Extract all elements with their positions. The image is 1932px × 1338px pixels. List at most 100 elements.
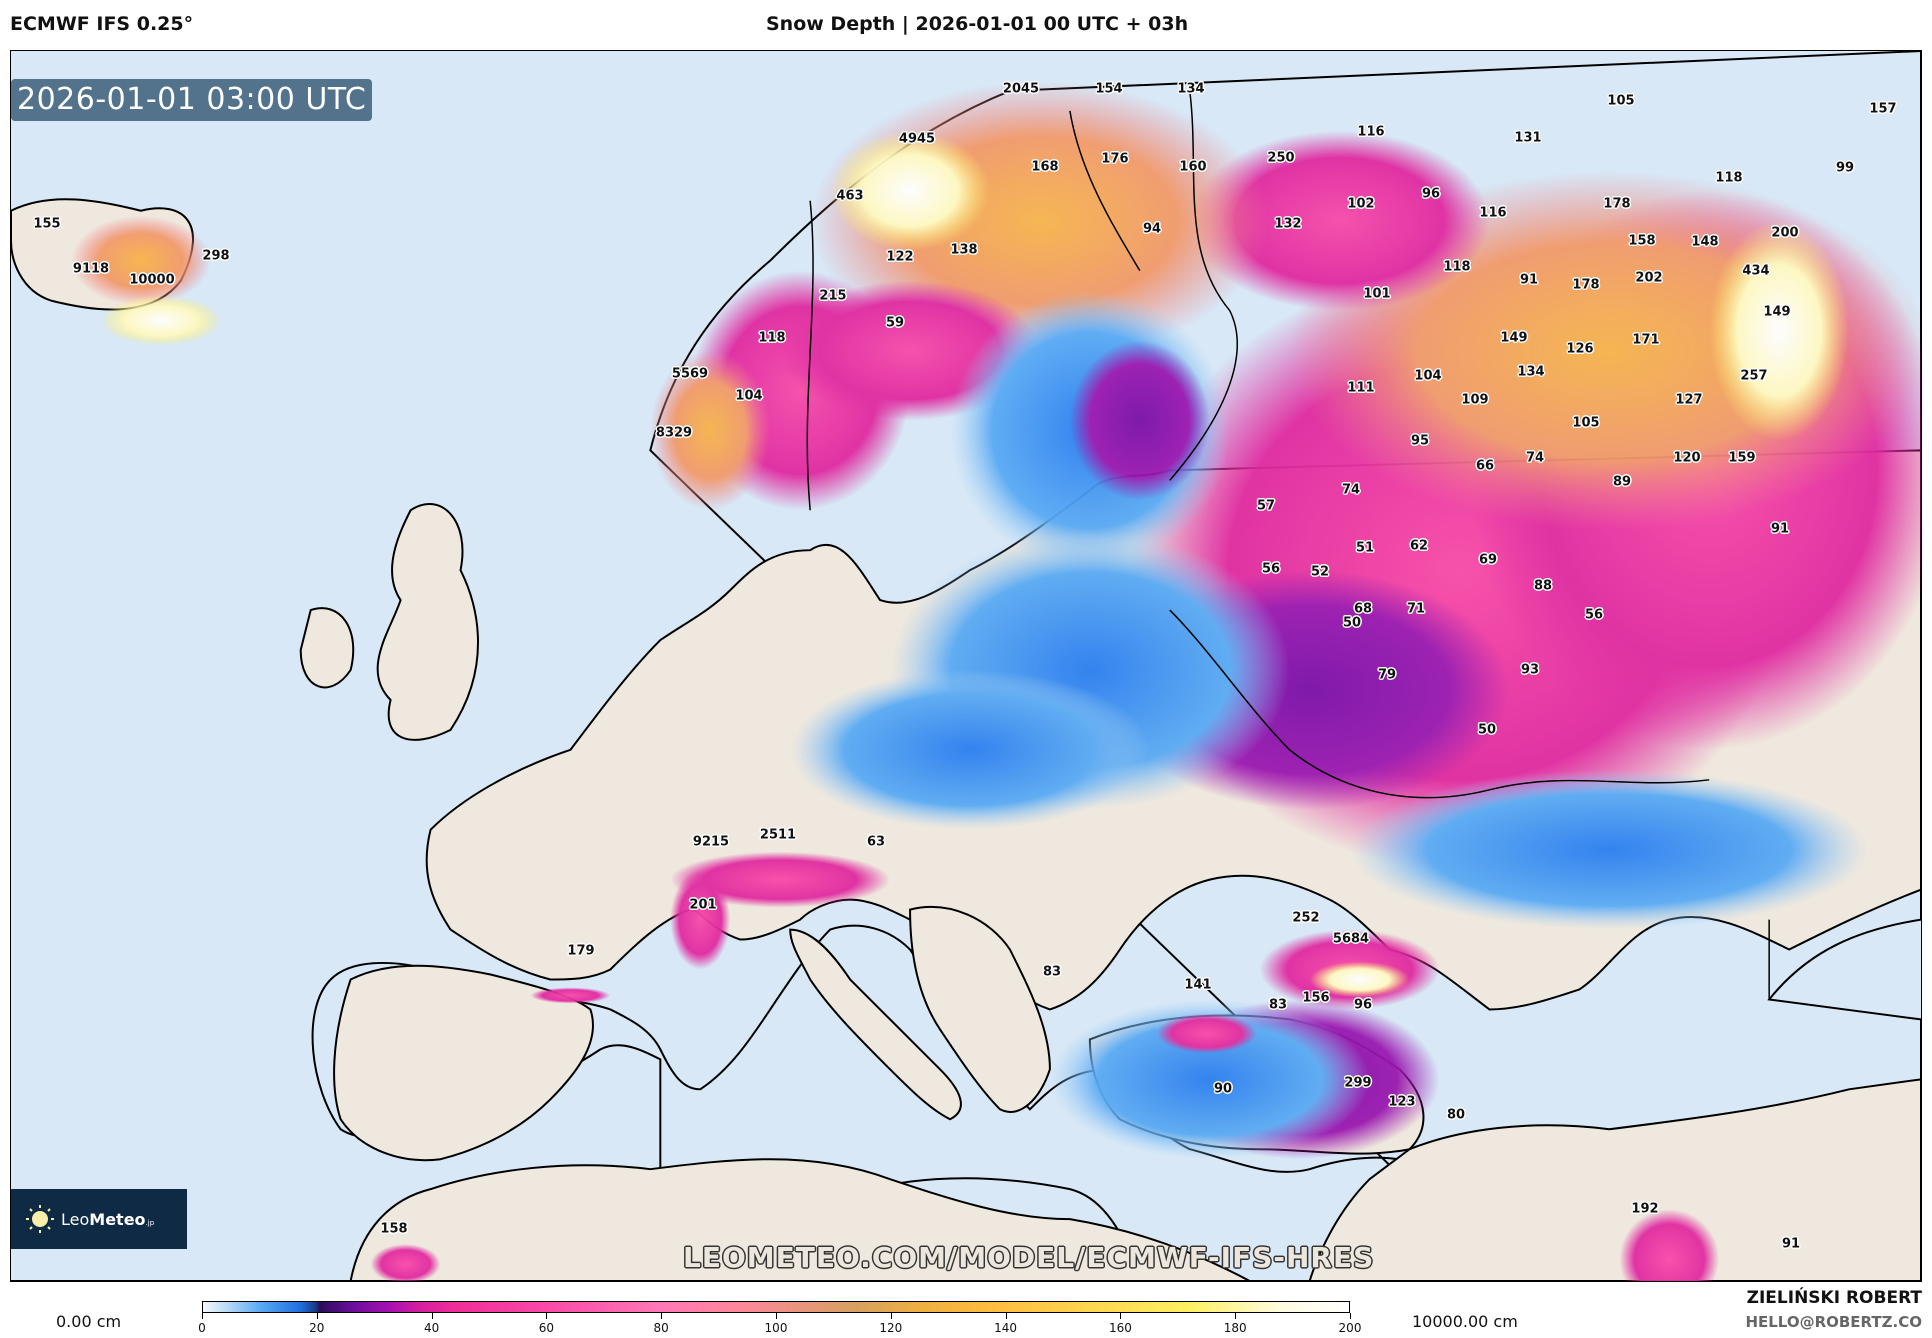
colorbar-min-label: 0.00 cm <box>56 1312 122 1331</box>
map-panel[interactable]: 2026-01-01 03:00 UTC 2045 154 134 105 157 494… <box>10 50 1922 1282</box>
snow-depth-value-label: 299 <box>1344 1075 1372 1091</box>
snow-depth-value-label: 80 <box>1446 1107 1466 1123</box>
colorbar-tick <box>1350 1313 1351 1319</box>
snow-depth-value-label: 2045 <box>1002 81 1040 97</box>
leometeo-logo[interactable]: LeoMeteo.jp <box>11 1189 187 1249</box>
snow-depth-value-label: 104 <box>1414 368 1442 384</box>
snow-depth-value-label: 105 <box>1572 415 1600 431</box>
snow-field-layer <box>70 80 1921 1281</box>
snow-depth-value-label: 63 <box>866 834 886 850</box>
snow-depth-value-label: 52 <box>1310 564 1330 580</box>
colorbar-tick-label: 160 <box>1108 1321 1132 1335</box>
snow-depth-value-label: 141 <box>1184 977 1212 993</box>
snow-depth-value-label: 74 <box>1341 482 1361 498</box>
snow-depth-value-label: 105 <box>1607 93 1635 109</box>
snow-depth-value-label: 83 <box>1042 964 1062 980</box>
colorbar-max-label: 10000.00 cm <box>1412 1312 1518 1331</box>
colorbar <box>202 1301 1350 1313</box>
snow-depth-value-label: 134 <box>1177 81 1205 97</box>
colorbar-tick <box>1120 1313 1122 1319</box>
snow-depth-value-label: 127 <box>1675 392 1703 408</box>
sun-icon <box>26 1205 54 1233</box>
snow-depth-value-label: 178 <box>1603 196 1631 212</box>
snow-depth-value-label: 200 <box>1771 225 1799 241</box>
colorbar-tick-label: 100 <box>764 1321 788 1335</box>
snow-depth-value-label: 102 <box>1347 196 1375 212</box>
snow-depth-value-label: 5684 <box>1332 931 1370 947</box>
colorbar-tick <box>1235 1313 1237 1319</box>
colorbar-tick <box>1005 1313 1007 1319</box>
snow-depth-value-label: 252 <box>1292 910 1320 926</box>
snow-depth-value-label: 57 <box>1256 498 1276 514</box>
snow-depth-value-label: 158 <box>380 1221 408 1237</box>
snow-depth-value-label: 69 <box>1478 552 1498 568</box>
snow-depth-value-label: 131 <box>1514 130 1542 146</box>
snow-depth-value-label: 9215 <box>692 834 730 850</box>
snow-depth-value-label: 149 <box>1763 304 1791 320</box>
snow-depth-value-label: 192 <box>1631 1201 1659 1217</box>
snow-depth-value-label: 138 <box>950 242 978 258</box>
snow-depth-value-label: 176 <box>1101 151 1129 167</box>
snow-depth-value-label: 62 <box>1409 538 1429 554</box>
colorbar-tick-label: 80 <box>653 1321 669 1335</box>
snow-depth-value-label: 171 <box>1632 332 1660 348</box>
snow-depth-value-label: 118 <box>1715 170 1743 186</box>
snow-depth-value-label: 160 <box>1179 159 1207 175</box>
snow-depth-value-label: 120 <box>1673 450 1701 466</box>
colorbar-tick <box>202 1313 203 1319</box>
valid-time-badge: 2026-01-01 03:00 UTC <box>11 79 373 121</box>
snow-depth-value-label: 298 <box>202 248 230 264</box>
snow-depth-value-label: 202 <box>1635 270 1663 286</box>
snow-depth-value-label: 156 <box>1302 990 1330 1006</box>
snow-depth-value-label: 158 <box>1628 233 1656 249</box>
snow-depth-value-label: 56 <box>1584 607 1604 623</box>
snow-depth-value-label: 463 <box>836 188 864 204</box>
snow-depth-value-label: 91 <box>1770 521 1790 537</box>
snow-depth-value-label: 148 <box>1691 234 1719 250</box>
snow-depth-value-label: 91 <box>1781 1236 1801 1252</box>
snow-depth-value-label: 109 <box>1461 392 1489 408</box>
snow-depth-value-label: 250 <box>1267 150 1295 166</box>
snow-depth-value-label: 99 <box>1835 160 1855 176</box>
snow-depth-value-label: 2511 <box>759 827 797 843</box>
snow-depth-value-label: 59 <box>885 315 905 331</box>
colorbar-tick <box>890 1313 892 1319</box>
snow-depth-value-label: 118 <box>758 330 786 346</box>
source-watermark: LEOMETEO.COM/MODEL/ECMWF-IFS-HRES <box>683 1241 1375 1274</box>
snow-depth-value-label: 90 <box>1213 1081 1233 1097</box>
snow-depth-value-label: 201 <box>689 897 717 913</box>
snow-depth-value-label: 89 <box>1612 474 1632 490</box>
snow-depth-value-label: 91 <box>1519 272 1539 288</box>
colorbar-tick-label: 180 <box>1223 1321 1247 1335</box>
snow-depth-value-label: 93 <box>1520 662 1540 678</box>
snow-depth-value-label: 9118 <box>72 261 110 277</box>
snow-depth-value-label: 134 <box>1517 364 1545 380</box>
snow-depth-value-label: 118 <box>1443 259 1471 275</box>
author-name: ZIELIŃSKI ROBERT <box>1746 1288 1922 1308</box>
logo-text: LeoMeteo.jp <box>61 1209 155 1229</box>
snow-depth-value-label: 66 <box>1475 458 1495 474</box>
snow-depth-value-label: 88 <box>1533 578 1553 594</box>
author-email[interactable]: HELLO@ROBERTZ.CO <box>1745 1313 1922 1331</box>
snow-depth-value-label: 10000 <box>129 272 175 288</box>
colorbar-tick-label: 40 <box>423 1321 440 1335</box>
snow-depth-value-label: 157 <box>1869 101 1897 117</box>
model-name: ECMWF IFS 0.25° <box>10 13 194 35</box>
colorbar-tick <box>661 1313 663 1319</box>
snow-depth-value-label: 50 <box>1477 722 1497 738</box>
colorbar-tick-label: 200 <box>1338 1321 1362 1335</box>
snow-depth-value-label: 68 <box>1353 601 1373 617</box>
colorbar-tick-label: 20 <box>309 1321 325 1335</box>
snow-depth-value-label: 159 <box>1728 450 1756 466</box>
chart-title: Snow Depth | 2026-01-01 00 UTC + 03h <box>766 13 1189 35</box>
snow-depth-value-label: 257 <box>1740 368 1768 384</box>
snow-depth-value-label: 179 <box>567 943 595 959</box>
colorbar-tick <box>316 1313 318 1319</box>
snow-depth-value-label: 8329 <box>655 425 693 441</box>
border-layer <box>806 90 1770 1000</box>
colorbar-tick-label: 0 <box>198 1321 206 1335</box>
snow-depth-value-label: 56 <box>1261 561 1281 577</box>
snow-depth-value-label: 96 <box>1421 186 1441 202</box>
snow-depth-value-label: 79 <box>1377 667 1397 683</box>
snow-depth-value-label: 215 <box>819 288 847 304</box>
